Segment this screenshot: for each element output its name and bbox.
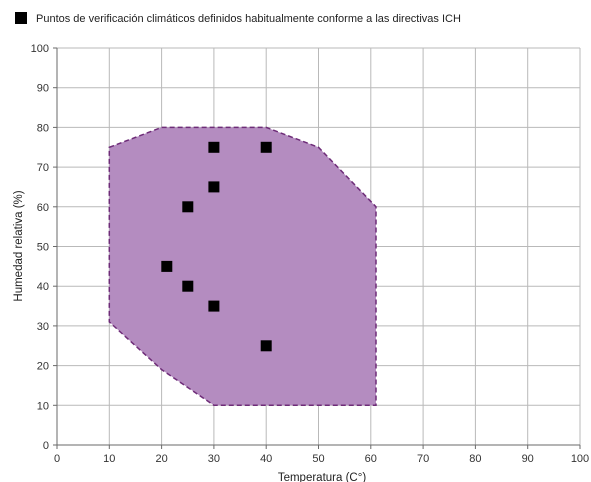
legend-label: Puntos de verificación climáticos defini… [36,13,461,25]
x-tick-label: 40 [260,453,272,465]
x-tick-label: 10 [103,453,115,465]
data-point [161,260,173,272]
y-tick-label: 20 [37,361,49,373]
x-tick-label: 90 [522,453,534,465]
y-tick-label: 50 [37,242,49,254]
data-point [260,141,272,153]
x-tick-label: 30 [208,453,220,465]
y-tick-labels: 0 10 20 30 40 50 60 70 80 90 100 [31,43,49,452]
y-tick-label: 0 [43,440,49,452]
y-tick-label: 60 [37,202,49,214]
y-tick-label: 70 [37,162,49,174]
data-point [182,280,194,292]
axes [53,47,581,449]
y-tick-label: 10 [37,400,49,412]
verification-points [161,141,272,352]
data-point [208,300,220,312]
climatic-region [108,126,377,407]
y-tick-label: 100 [31,43,49,55]
legend: Puntos de verificación climáticos defini… [15,12,461,25]
data-point [208,181,220,193]
y-tick-label: 30 [37,321,49,333]
x-tick-label: 20 [155,453,167,465]
x-tick-label: 50 [312,453,324,465]
legend-marker [15,12,27,24]
x-tick-label: 0 [54,453,60,465]
data-point [260,340,272,352]
y-axis-label: Humedad relativa (%) [13,190,25,301]
x-tick-label: 70 [417,453,429,465]
x-tick-label: 60 [365,453,377,465]
y-tick-label: 80 [37,122,49,134]
x-tick-label: 80 [469,453,481,465]
data-point [208,141,220,153]
data-point [182,201,194,213]
y-tick-label: 40 [37,281,49,293]
climatic-region-polygon [108,126,377,407]
x-axis-label: Temperatura (C°) [278,472,366,482]
y-tick-label: 90 [37,83,49,95]
x-tick-label: 100 [571,453,589,465]
x-tick-labels: 0 10 20 30 40 50 60 70 80 90 100 [54,453,589,465]
